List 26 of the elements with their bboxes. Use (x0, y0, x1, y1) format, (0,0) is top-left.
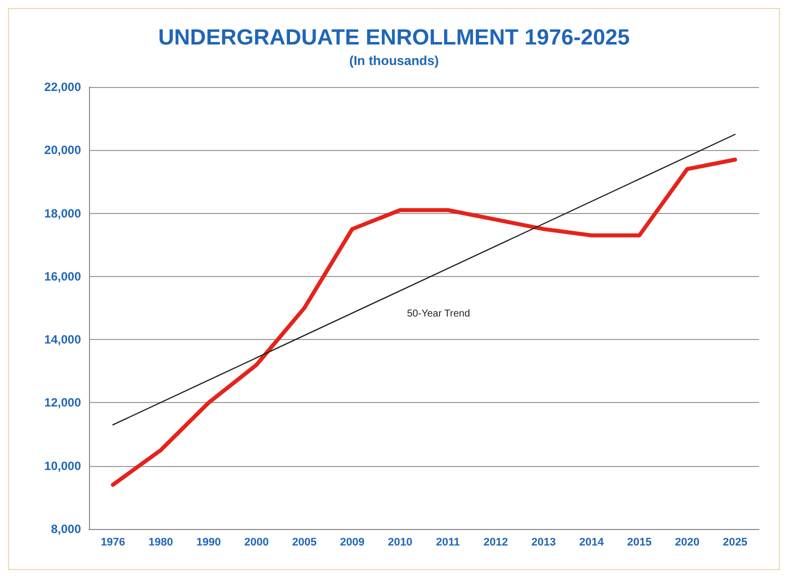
y-tick-label: 8,000 (50, 522, 82, 536)
x-tick-label: 2013 (531, 536, 556, 548)
chart-subtitle: (In thousands) (349, 53, 439, 68)
y-tick-label: 12,000 (44, 396, 82, 410)
y-tick-label: 10,000 (44, 458, 82, 473)
x-tick-label: 2025 (722, 536, 748, 548)
chart-title: UNDERGRADUATE ENROLLMENT 1976-2025 (158, 24, 630, 50)
x-tick-label: 2012 (484, 536, 508, 548)
x-tick-label: 2005 (292, 536, 317, 548)
x-tick-label: 2020 (674, 536, 700, 548)
x-tick-label: 2000 (244, 536, 269, 548)
x-tick-label: 2011 (436, 536, 460, 548)
x-tick-label: 2014 (579, 536, 605, 548)
x-tick-label: 2010 (388, 536, 412, 548)
annotation: 50-Year Trend (407, 308, 470, 320)
y-tick-label: 14,000 (44, 332, 82, 347)
y-tick-label: 20,000 (44, 143, 82, 158)
x-tick-label: 2015 (627, 536, 652, 548)
y-tick-label: 18,000 (44, 206, 82, 220)
y-tick-label: 22,000 (44, 80, 82, 94)
y-tick-label: 16,000 (44, 269, 82, 284)
line-series (110, 158, 738, 487)
x-tick-label: 1976 (100, 536, 126, 548)
x-tick-label: 1990 (196, 536, 221, 548)
x-tick-label: 1980 (148, 536, 174, 548)
x-tick-label: 2009 (340, 536, 364, 548)
